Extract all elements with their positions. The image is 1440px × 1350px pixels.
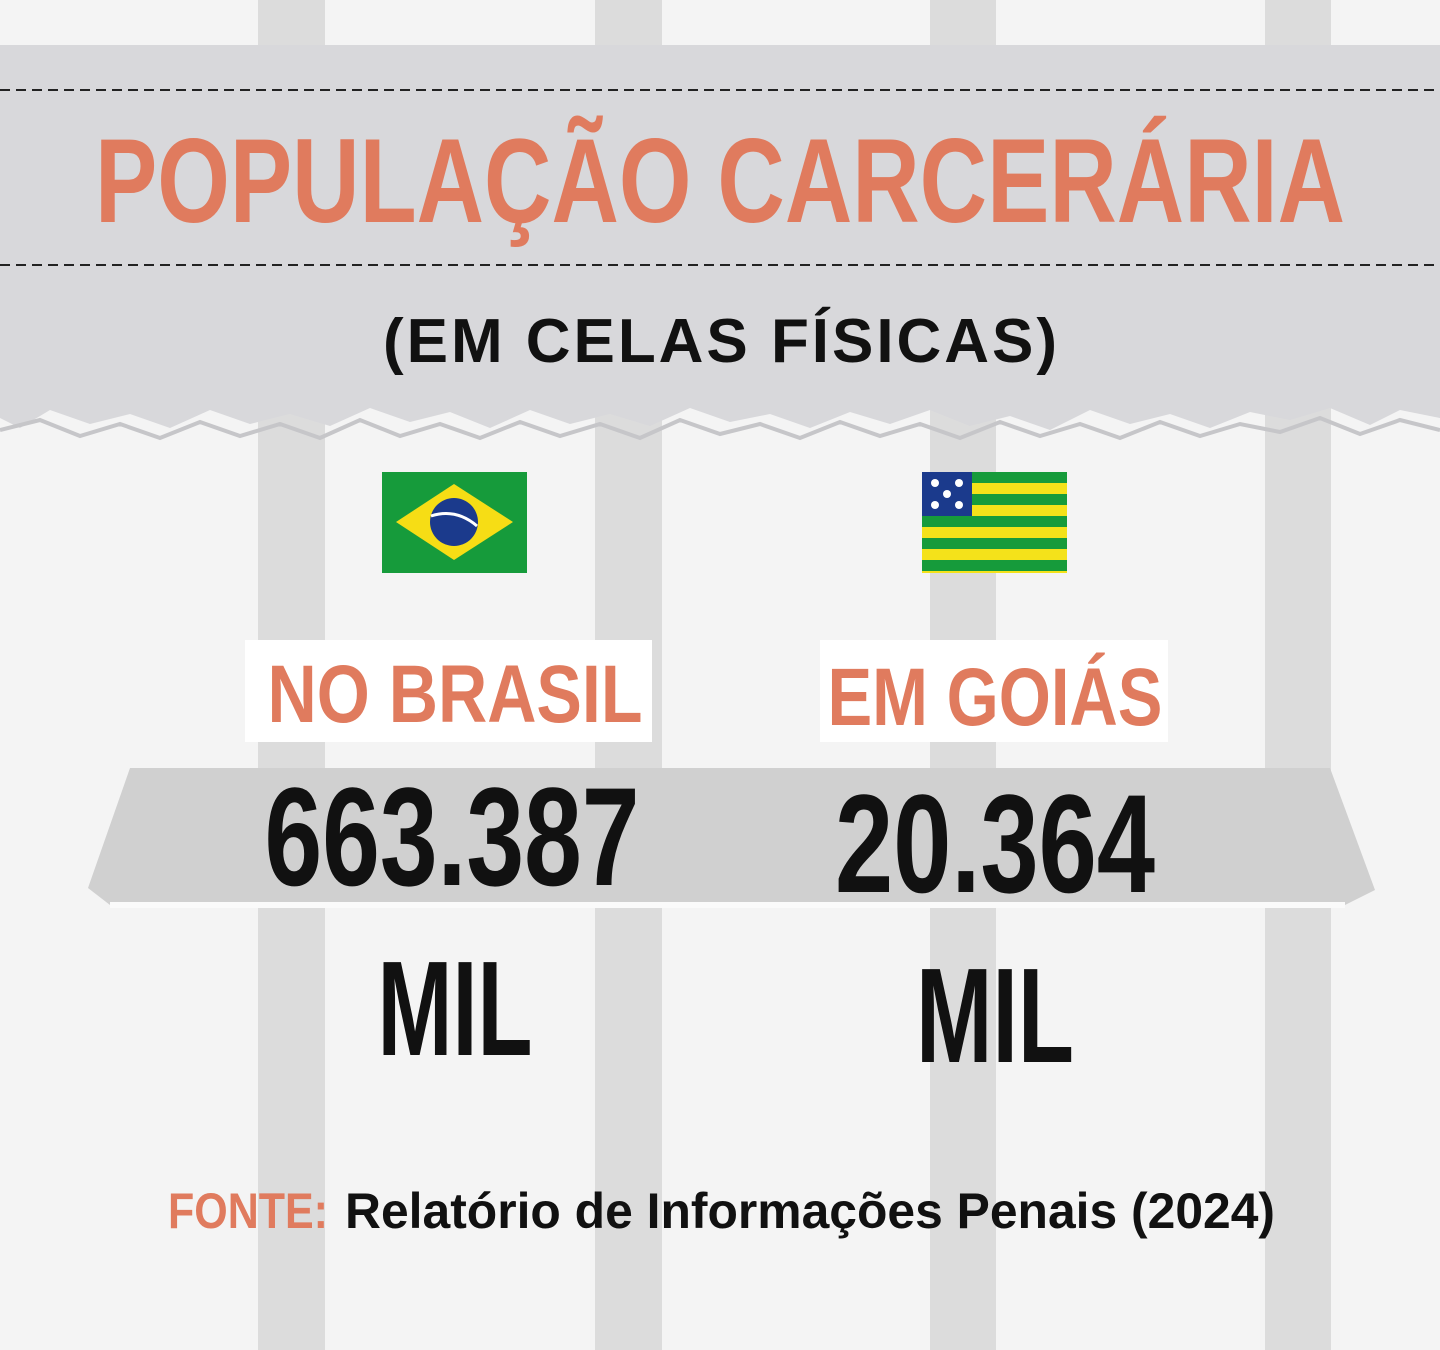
torn-paper (0, 45, 1440, 430)
item-value: 20.364 (835, 765, 1155, 922)
source-text: Relatório de Informações Penais (2024) (345, 1183, 1275, 1239)
subtitle: (EM CELAS FÍSICAS) (383, 307, 1057, 376)
torn-edge (0, 415, 1440, 441)
flag-goias (922, 472, 1067, 573)
title: POPULAÇÃO CARCERÁRIA (95, 114, 1345, 248)
label-box (245, 640, 652, 742)
number-band (88, 768, 1375, 905)
label-box (820, 640, 1168, 742)
item-unit: MIL (916, 940, 1074, 1091)
item-unit: MIL (378, 933, 533, 1084)
item-label: NO BRASIL (268, 649, 643, 740)
flag-brazil (382, 472, 527, 573)
source-label: FONTE: (168, 1183, 328, 1239)
item-value: 663.387 (265, 758, 640, 915)
item-label: EM GOIÁS (828, 652, 1163, 743)
